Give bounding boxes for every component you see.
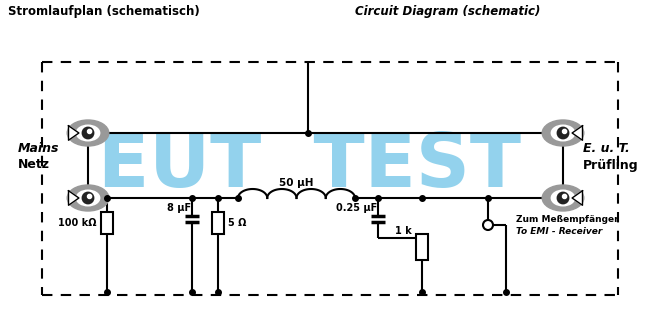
Ellipse shape xyxy=(76,125,100,141)
Text: 50 μH: 50 μH xyxy=(279,178,313,188)
Ellipse shape xyxy=(68,185,109,211)
Text: Stromlaufplan (schematisch): Stromlaufplan (schematisch) xyxy=(8,5,200,18)
Text: Prüfling: Prüfling xyxy=(583,158,639,171)
Text: 100 kΩ: 100 kΩ xyxy=(58,218,97,228)
Text: E. u. T.: E. u. T. xyxy=(583,142,630,155)
Polygon shape xyxy=(68,126,79,140)
Circle shape xyxy=(87,129,91,134)
Ellipse shape xyxy=(551,190,575,206)
Polygon shape xyxy=(572,126,583,140)
Text: 8 μF: 8 μF xyxy=(167,203,191,213)
Ellipse shape xyxy=(542,120,584,146)
Circle shape xyxy=(557,127,569,139)
Ellipse shape xyxy=(68,120,109,146)
Circle shape xyxy=(82,192,94,204)
Text: EUT  TEST: EUT TEST xyxy=(99,130,522,204)
Ellipse shape xyxy=(76,190,100,206)
Text: Netz: Netz xyxy=(18,158,50,171)
Ellipse shape xyxy=(542,185,584,211)
Text: Zum Meßempfänger: Zum Meßempfänger xyxy=(516,216,618,225)
Text: 1 k: 1 k xyxy=(395,226,412,236)
Bar xyxy=(101,212,113,234)
Bar xyxy=(416,234,428,260)
Text: To EMI - Receiver: To EMI - Receiver xyxy=(516,226,602,236)
Circle shape xyxy=(82,127,94,139)
Text: Mains: Mains xyxy=(18,142,60,155)
Circle shape xyxy=(87,194,91,198)
Circle shape xyxy=(557,192,569,204)
Polygon shape xyxy=(68,191,79,205)
Text: 0.25 μF: 0.25 μF xyxy=(336,203,377,213)
Circle shape xyxy=(563,129,567,134)
Circle shape xyxy=(563,194,567,198)
Text: Circuit Diagram (schematic): Circuit Diagram (schematic) xyxy=(355,5,540,18)
Text: 5 Ω: 5 Ω xyxy=(228,218,246,228)
Bar xyxy=(212,212,224,234)
Ellipse shape xyxy=(551,125,575,141)
Circle shape xyxy=(483,220,493,230)
Polygon shape xyxy=(572,191,583,205)
